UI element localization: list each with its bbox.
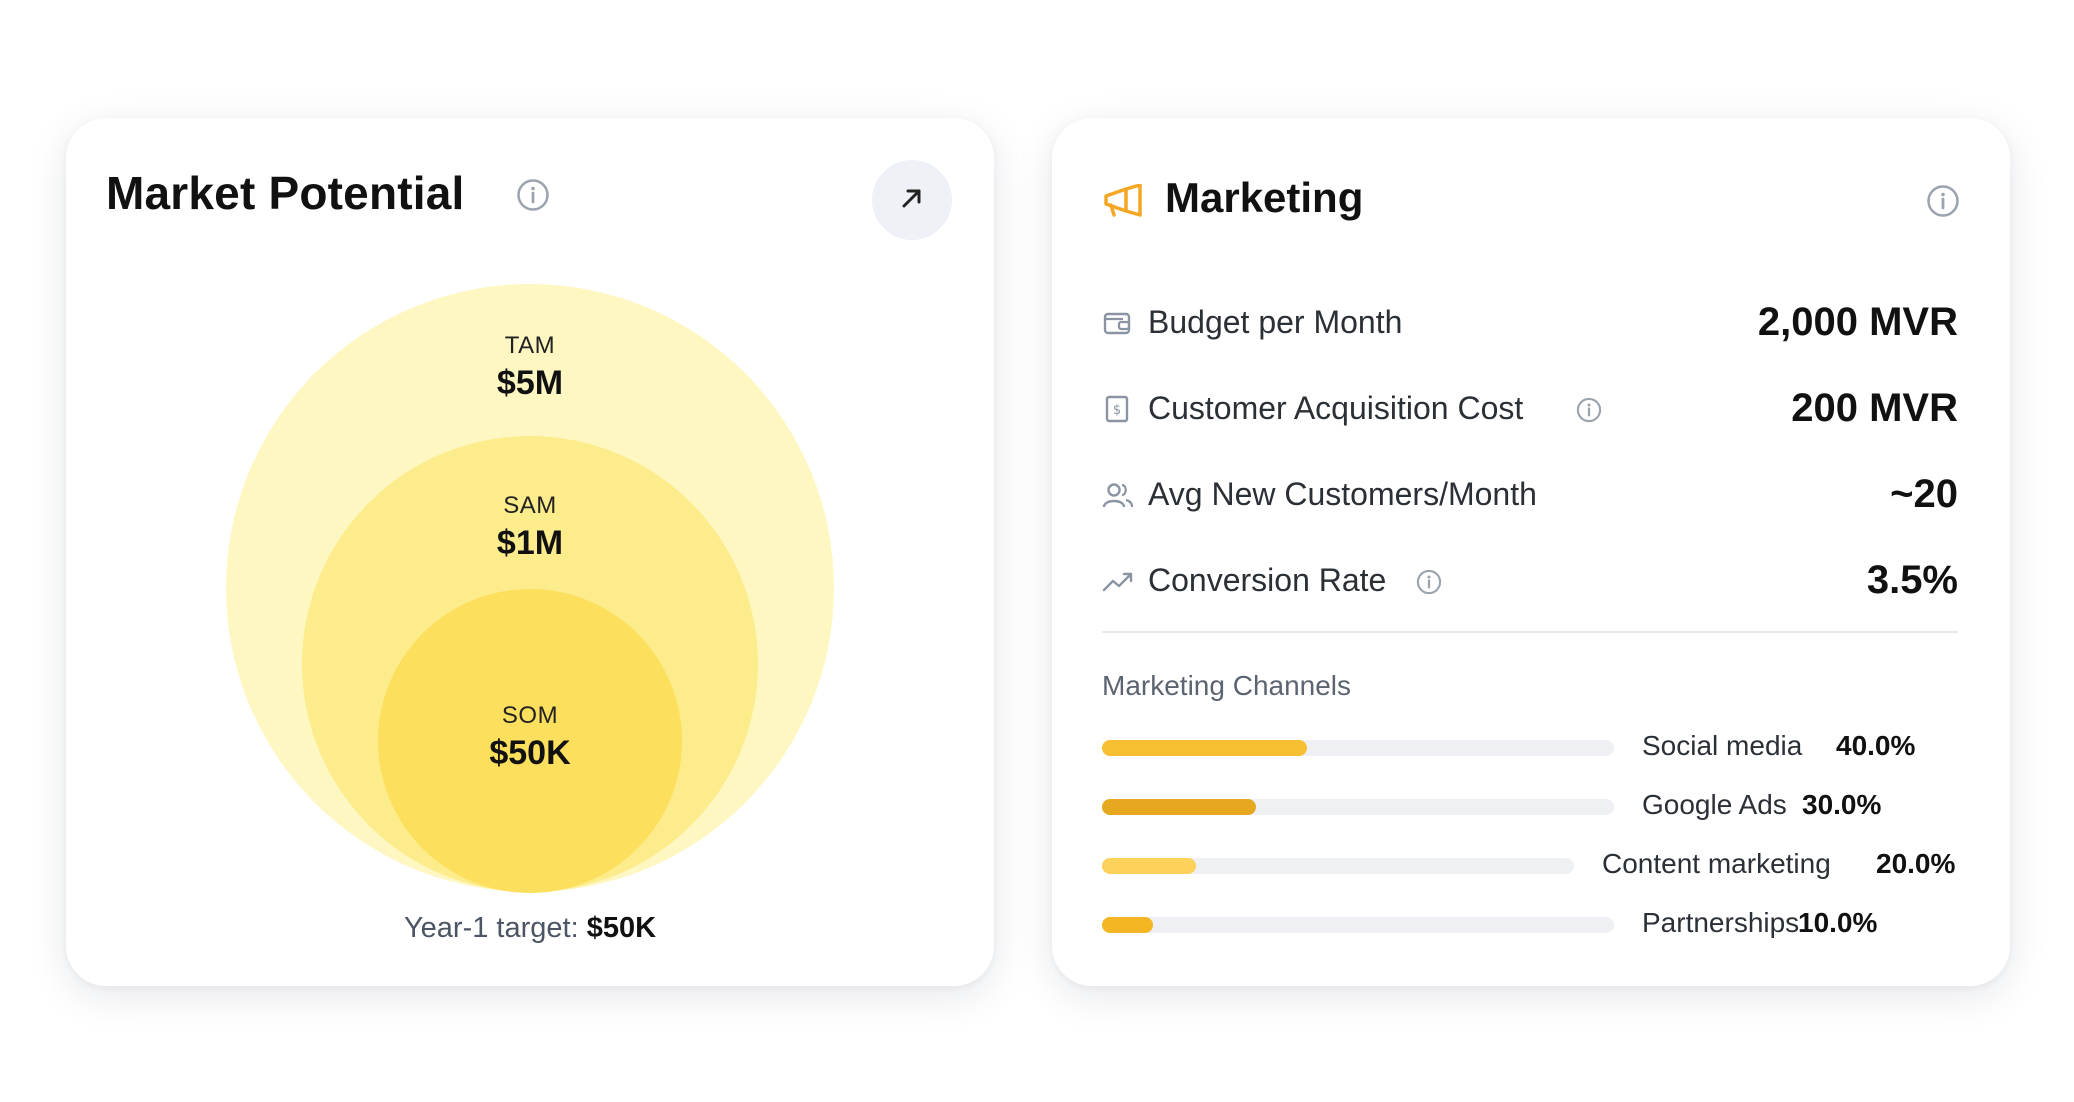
metric-label: Customer Acquisition Cost	[1148, 390, 1524, 426]
channel-percent: 30.0%	[1802, 789, 1882, 820]
channel-name: Google Ads	[1642, 789, 1787, 820]
metric-value: 2,000 MVR	[1757, 300, 1958, 344]
tam-label-text: TAM	[504, 332, 556, 359]
channel-bar-fill	[1102, 917, 1154, 933]
channel-bar-track	[1102, 799, 1614, 815]
channel-bar-fill	[1102, 740, 1307, 756]
channel-percent: 10.0%	[1798, 907, 1878, 938]
tam-value: $5M	[496, 364, 564, 402]
users-icon	[1102, 480, 1134, 515]
channel-bar-track	[1102, 917, 1614, 933]
metric-value: 200 MVR	[1791, 386, 1958, 430]
channel-row: Content marketing 20.0%	[1102, 848, 1958, 888]
divider	[1102, 631, 1958, 633]
channel-bar-track	[1102, 858, 1574, 874]
metric-label: Budget per Month	[1148, 304, 1403, 340]
marketing-card: Marketing Budget per Month 2,000 MVR $ C…	[1052, 118, 2010, 986]
sam-label: SAM $1M	[380, 492, 680, 563]
wallet-icon	[1102, 308, 1132, 343]
market-potential-card: Market Potential TAM $5M SAM $1M SOM $50…	[66, 118, 994, 986]
metric-label: Avg New Customers/Month	[1148, 476, 1537, 512]
channel-bar-fill	[1102, 858, 1197, 874]
target-prefix: Year-1 target:	[403, 912, 579, 944]
channel-name: Social media	[1642, 730, 1803, 761]
som-label-text: SOM	[501, 702, 559, 729]
metric-row-new-customers: Avg New Customers/Month ~20	[1102, 464, 1958, 524]
marketing-title: Marketing	[1165, 174, 1364, 221]
year-one-target: Year-1 target: $50K	[66, 912, 994, 945]
tam-label: TAM $5M	[380, 332, 680, 403]
channel-percent: 40.0%	[1836, 730, 1916, 761]
channel-row: Partnerships 10.0%	[1102, 907, 1958, 947]
channel-percent: 20.0%	[1876, 848, 1956, 879]
channel-name: Partnerships	[1642, 907, 1800, 938]
page-title: Market Potential	[106, 167, 465, 219]
metric-row-budget: Budget per Month 2,000 MVR	[1102, 292, 1958, 352]
metric-label: Conversion Rate	[1148, 562, 1387, 598]
metric-row-cac: $ Customer Acquisition Cost 200 MVR	[1102, 378, 1958, 438]
arrow-up-right-icon	[897, 183, 927, 218]
channel-bar-track	[1102, 740, 1614, 756]
expand-button[interactable]	[872, 160, 952, 240]
channels-title: Marketing Channels	[1102, 670, 1352, 701]
channel-name: Content marketing	[1602, 848, 1831, 879]
som-circle	[378, 589, 682, 893]
sam-value: $1M	[496, 524, 564, 562]
sam-label-text: SAM	[503, 492, 557, 519]
trend-up-icon	[1102, 566, 1134, 601]
metric-value: 3.5%	[1866, 558, 1958, 602]
metric-row-conversion: Conversion Rate 3.5%	[1102, 550, 1958, 610]
receipt-icon: $	[1102, 394, 1132, 429]
info-icon[interactable]	[1926, 184, 1960, 218]
market-circles	[226, 284, 834, 893]
channel-row: Google Ads 30.0%	[1102, 789, 1958, 829]
info-icon[interactable]	[1576, 397, 1602, 423]
metric-value: ~20	[1890, 472, 1958, 516]
channel-bar-fill	[1102, 799, 1256, 815]
megaphone-icon	[1102, 183, 1146, 225]
svg-text:$: $	[1113, 403, 1121, 418]
som-label: SOM $50K	[380, 702, 680, 773]
info-icon[interactable]	[1416, 569, 1442, 595]
target-value: $50K	[586, 912, 657, 944]
som-value: $50K	[489, 734, 571, 772]
info-icon[interactable]	[516, 178, 550, 212]
channel-row: Social media 40.0%	[1102, 730, 1958, 770]
